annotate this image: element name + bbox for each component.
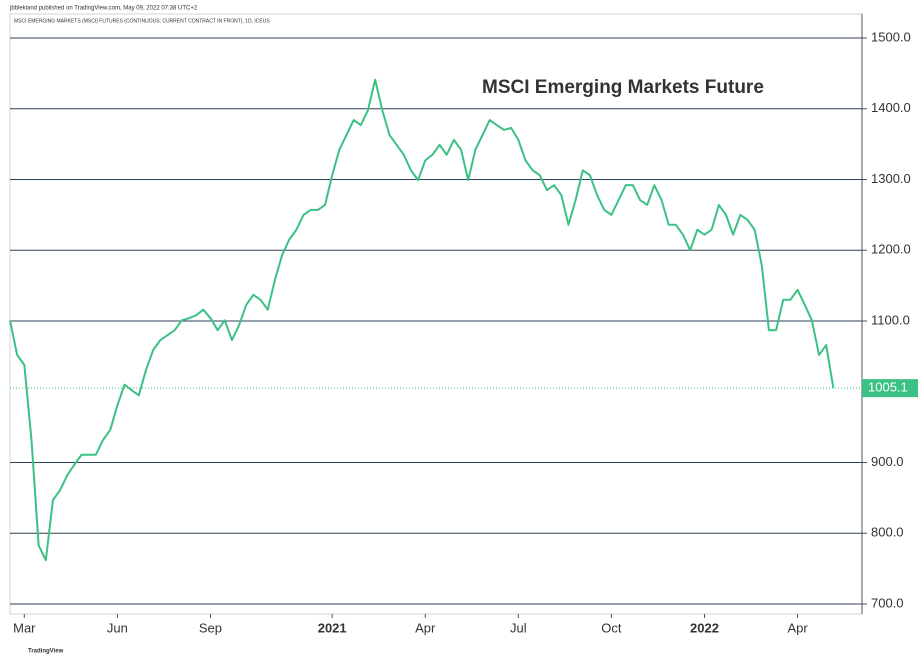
x-tick-label: Apr	[787, 620, 808, 635]
y-tick-label: 800.0	[871, 525, 904, 540]
x-tick-label: Sep	[199, 620, 222, 635]
x-tick-label: Jun	[107, 620, 128, 635]
last-price-label: 1005.1	[868, 380, 908, 395]
price-line	[9, 78, 835, 562]
plot-frame	[9, 13, 863, 615]
last-price-box	[862, 379, 918, 398]
y-tick-label: 700.0	[871, 595, 904, 610]
y-tick-label: 1300.0	[871, 171, 911, 186]
y-tick-label: 900.0	[871, 454, 904, 469]
x-tick-label: 2021	[318, 620, 347, 635]
x-tick-label: Jul	[510, 620, 527, 635]
y-tick-label: 1100.0	[871, 312, 910, 327]
footer: TradingView	[28, 649, 64, 655]
y-tick-label: 1400.0	[871, 100, 911, 115]
y-tick-label: 1500.0	[871, 29, 911, 44]
subtitle: MSCI EMERGING MARKETS (MSCI) FUTURES (CO…	[14, 18, 270, 24]
x-tick-label: Mar	[13, 620, 36, 635]
x-tick-label: Oct	[601, 620, 622, 635]
y-tick-label: 1200.0	[871, 242, 911, 257]
x-tick-label: 2022	[690, 620, 719, 635]
chart-title: MSCI Emerging Markets Future	[482, 77, 764, 98]
header: jbblekland published on TradingView.com,…	[9, 6, 198, 12]
x-tick-label: Apr	[415, 620, 436, 635]
